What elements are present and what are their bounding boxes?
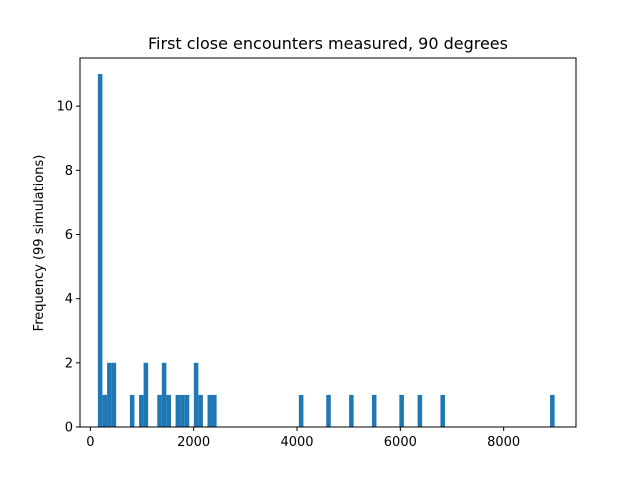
x-tick-label-2: 4000 [280,435,313,450]
bars-layer [97,74,555,427]
histogram-bar-24 [550,394,555,427]
histogram-bar-15 [207,394,213,427]
y-tick-label-0: 0 [65,421,73,436]
histogram-bar-10 [175,394,181,427]
histogram-bar-3 [111,362,117,427]
histogram-bar-21 [399,394,404,427]
histogram-bar-12 [184,394,190,427]
y-tick-label-4: 8 [65,164,73,179]
histogram-bar-19 [349,394,354,427]
histogram-bar-22 [417,394,423,427]
histogram-bar-4 [129,394,135,427]
y-tick-label-3: 6 [65,228,73,243]
y-tick-label-5: 10 [56,100,73,115]
x-tick-label-3: 6000 [384,435,417,450]
histogram-bar-1 [102,394,108,427]
x-tick-label-4: 8000 [487,435,520,450]
y-tick-label-2: 4 [65,292,73,307]
x-tick-label-0: 0 [86,435,94,450]
histogram-bar-16 [212,394,217,427]
histogram-bar-0 [97,74,103,427]
histogram-bar-6 [143,362,149,427]
chart-title: First close encounters measured, 90 degr… [148,34,508,53]
histogram-bar-14 [198,394,203,427]
histogram-bar-13 [193,362,199,427]
y-tick-label-1: 2 [65,356,73,371]
x-tick-label-1: 2000 [177,435,210,450]
ticks-layer: 0 2000 4000 6000 8000 0 2 4 6 8 10 [56,100,520,450]
histogram-bar-2 [107,362,112,427]
histogram-bar-11 [180,394,185,427]
histogram-bar-8 [161,362,167,427]
histogram-bar-18 [326,394,331,427]
histogram-bar-17 [298,394,304,427]
histogram-bar-5 [139,394,144,427]
plot-frame [79,57,577,428]
y-axis-label: Frequency (99 simulations) [32,155,47,332]
histogram-bar-7 [157,394,162,427]
histogram-bar-23 [440,394,445,427]
histogram-bar-20 [371,394,377,427]
histogram-bar-9 [166,394,171,427]
